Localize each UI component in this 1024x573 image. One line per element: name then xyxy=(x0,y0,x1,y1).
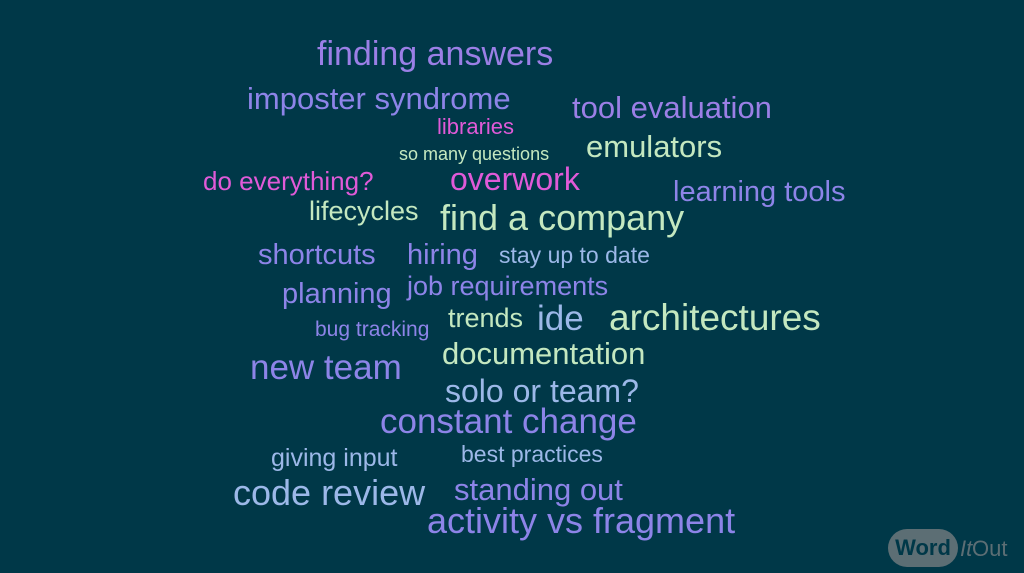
word-activity-vs-fragment: activity vs fragment xyxy=(427,500,736,541)
word-so-many-questions: so many questions xyxy=(399,144,550,164)
word-find-a-company: find a company xyxy=(440,197,685,238)
word-emulators: emulators xyxy=(586,129,723,164)
word-best-practices: best practices xyxy=(461,441,603,467)
word-do-everything: do everything? xyxy=(203,166,374,196)
word-hiring: hiring xyxy=(407,239,478,271)
word-giving-input: giving input xyxy=(271,444,398,472)
word-lifecycles: lifecycles xyxy=(309,196,419,226)
word-learning-tools: learning tools xyxy=(673,176,846,208)
word-finding-answers: finding answers xyxy=(317,35,554,73)
logo-it: It xyxy=(960,536,973,561)
word-stay-up-to-date: stay up to date xyxy=(499,242,650,268)
logo-out: Out xyxy=(972,536,1008,561)
word-constant-change: constant change xyxy=(380,402,637,441)
word-solo-or-team: solo or team? xyxy=(445,373,639,409)
wordle-logo[interactable]: Word It Out xyxy=(888,529,1018,567)
word-imposter-syndrome: imposter syndrome xyxy=(247,81,511,116)
word-overwork: overwork xyxy=(450,161,580,197)
word-ide: ide xyxy=(537,299,584,338)
word-new-team: new team xyxy=(250,348,402,387)
word-shortcuts: shortcuts xyxy=(258,239,376,271)
word-trends: trends xyxy=(448,303,524,333)
word-planning: planning xyxy=(282,278,392,310)
word-documentation: documentation xyxy=(442,336,646,371)
word-libraries: libraries xyxy=(437,114,515,139)
word-standing-out: standing out xyxy=(454,472,623,507)
word-bug-tracking: bug tracking xyxy=(315,318,430,341)
word-job-requirements: job requirements xyxy=(407,271,609,301)
word-architectures: architectures xyxy=(609,297,821,338)
word-code-review: code review xyxy=(233,472,426,513)
logo-word: Word xyxy=(888,529,958,567)
word-tool-evaluation: tool evaluation xyxy=(572,90,772,125)
